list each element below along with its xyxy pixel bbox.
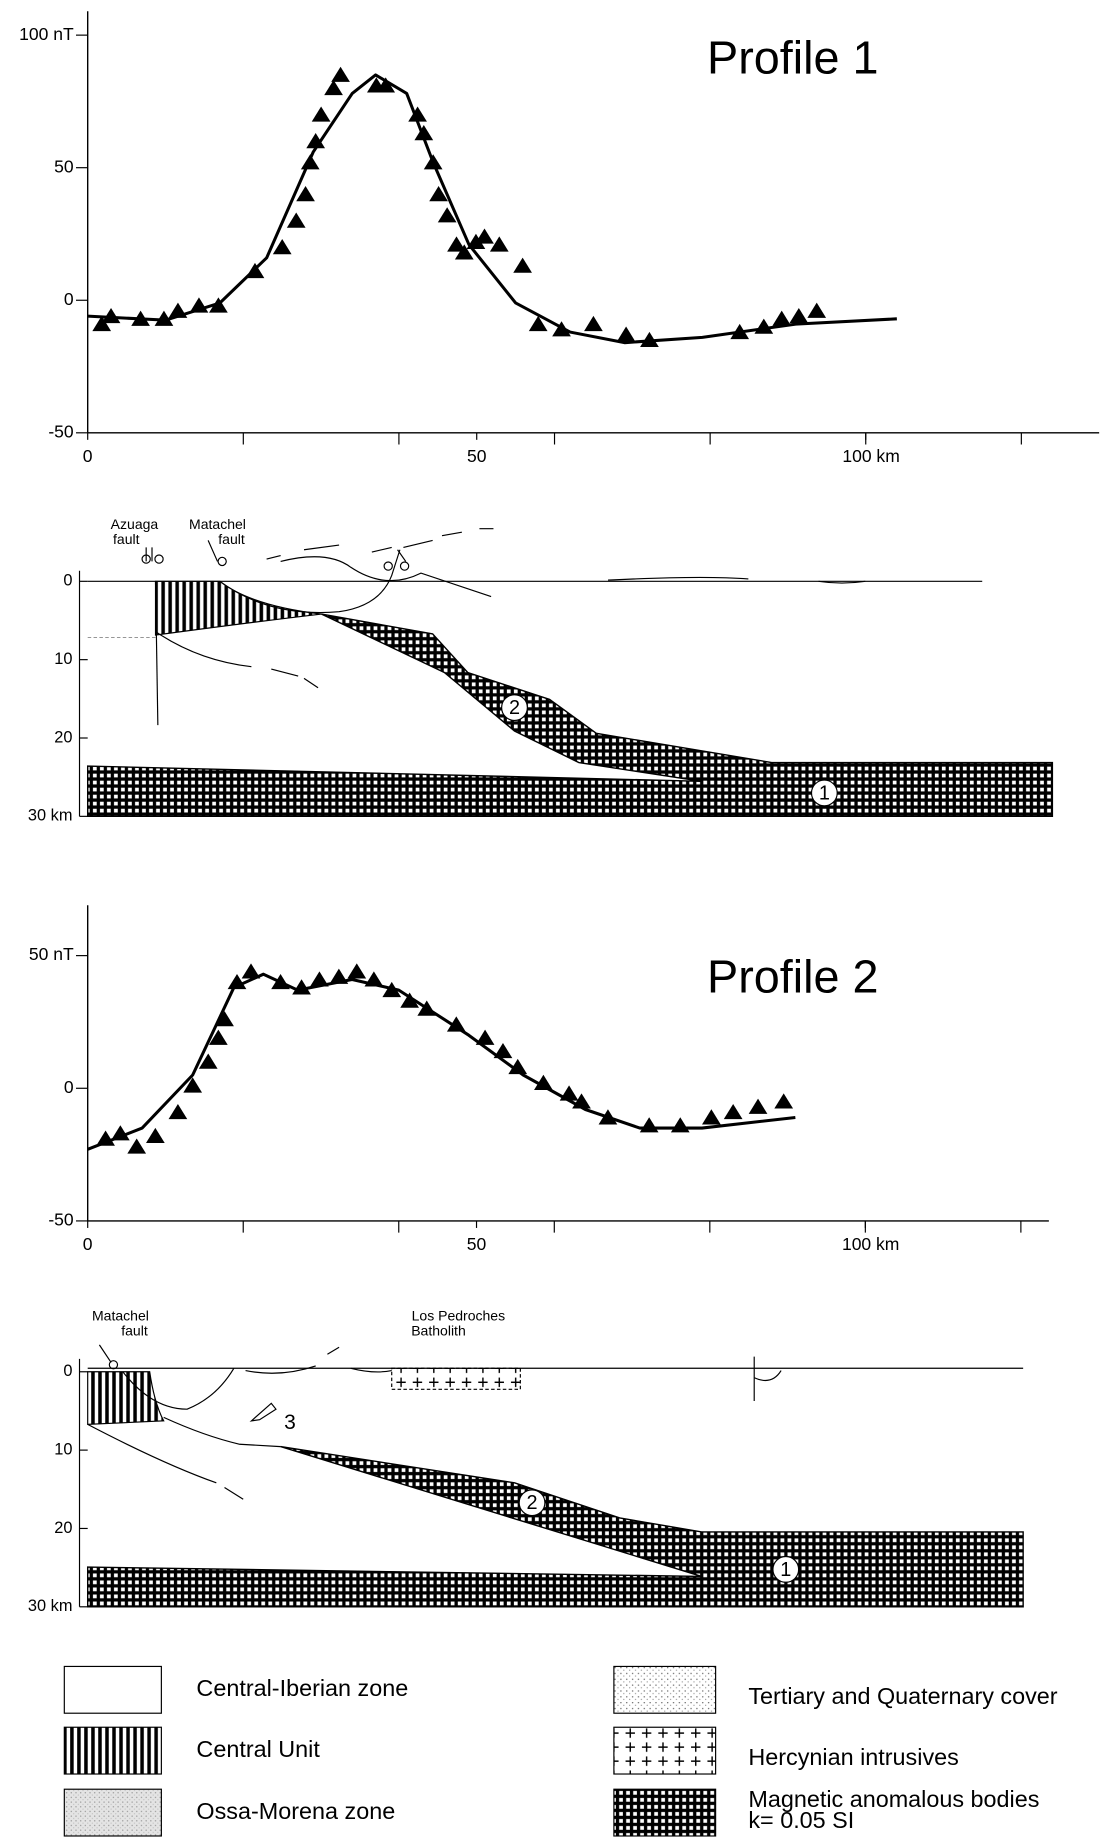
- annotation: Los Pedroches: [412, 1308, 506, 1324]
- body-label: 1: [780, 1559, 791, 1581]
- x-tick-label: 50: [467, 446, 487, 466]
- observed-point: [146, 1128, 165, 1143]
- body-label: 3: [284, 1411, 296, 1434]
- observed-point: [671, 1117, 690, 1132]
- x-tick-label: 0: [83, 1234, 93, 1254]
- observed-point: [296, 186, 315, 201]
- observed-point: [640, 1117, 659, 1132]
- depth-tick-label: 0: [63, 572, 72, 590]
- observed-point: [490, 236, 509, 251]
- observed-point: [749, 1099, 768, 1114]
- observed-point: [772, 311, 791, 326]
- depth-tick-label: 10: [54, 1440, 72, 1458]
- annotation: fault: [113, 531, 140, 547]
- observed-point: [475, 228, 494, 243]
- observed-point: [331, 67, 350, 82]
- x-tick-label: 100 km: [842, 1234, 899, 1254]
- observed-point: [724, 1104, 743, 1119]
- model-curve: [88, 974, 796, 1149]
- observed-point: [617, 327, 636, 342]
- observed-point: [584, 316, 603, 331]
- depth-tick-label: 10: [54, 650, 72, 668]
- annotation: fault: [218, 531, 245, 547]
- observed-point: [702, 1109, 721, 1124]
- observed-point: [287, 213, 306, 228]
- figure: 100 nT500-50050100 kmProfile 10102030 km…: [0, 0, 1105, 1842]
- model-curve: [88, 75, 897, 343]
- x-tick-label: 50: [467, 1234, 487, 1254]
- depth-tick-label: 30 km: [28, 1597, 73, 1615]
- y-tick-label: 50: [54, 156, 74, 176]
- annotation: fault: [121, 1323, 148, 1339]
- observed-point: [807, 303, 826, 318]
- observed-point: [774, 1093, 793, 1108]
- legend-label: Ossa-Morena zone: [196, 1798, 395, 1824]
- legend-swatch: [614, 1727, 716, 1774]
- section-2-geology: [88, 1345, 1023, 1607]
- observed-point: [324, 80, 343, 95]
- chart-title: Profile 2: [707, 950, 879, 1002]
- annotation: Batholith: [411, 1323, 466, 1339]
- y-tick-label: 100 nT: [19, 24, 74, 44]
- chart-title: Profile 1: [707, 31, 879, 83]
- y-tick-label: 0: [64, 1077, 74, 1097]
- annotation: Matachel: [92, 1308, 149, 1324]
- legend-swatch: [614, 1789, 716, 1836]
- legend-swatch: [614, 1666, 716, 1713]
- depth-tick-label: 20: [54, 1519, 72, 1537]
- body-label: 2: [527, 1492, 538, 1514]
- legend-label: Hercynian intrusives: [748, 1744, 958, 1770]
- y-tick-label: -50: [48, 1210, 74, 1230]
- observed-point: [347, 963, 366, 978]
- observed-point: [789, 308, 808, 323]
- y-tick-label: 50 nT: [29, 944, 74, 964]
- legend-swatch: [64, 1789, 161, 1836]
- x-tick-label: 0: [83, 446, 93, 466]
- depth-tick-label: 30 km: [28, 807, 73, 825]
- legend-label: Central-Iberian zone: [196, 1675, 408, 1701]
- legend-sublabel: k= 0.05 SI: [748, 1807, 854, 1833]
- legend-label: Tertiary and Quaternary cover: [748, 1683, 1057, 1709]
- legend-swatch: [64, 1727, 161, 1774]
- body-label: 1: [819, 782, 830, 804]
- legend-swatch: [64, 1666, 161, 1713]
- section-1-geology: [88, 529, 1053, 817]
- observed-point: [312, 106, 331, 121]
- y-tick-label: 0: [64, 289, 74, 309]
- annotation: Matachel: [189, 516, 246, 532]
- observed-point: [273, 239, 292, 254]
- legend-label: Central Unit: [196, 1736, 320, 1762]
- body-label: 2: [509, 697, 520, 719]
- annotation: Azuaga: [111, 516, 159, 532]
- depth-tick-label: 20: [54, 728, 72, 746]
- observed-point: [513, 258, 532, 273]
- x-tick-label: 100 km: [842, 446, 899, 466]
- y-tick-label: -50: [48, 421, 74, 441]
- observed-point: [169, 1104, 188, 1119]
- depth-tick-label: 0: [63, 1362, 72, 1380]
- observed-point: [127, 1138, 146, 1153]
